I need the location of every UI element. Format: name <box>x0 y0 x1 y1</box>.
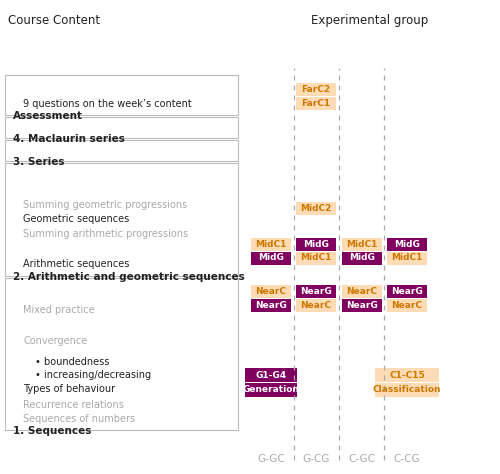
Text: Geometric sequences: Geometric sequences <box>23 214 129 224</box>
Bar <box>251 299 291 311</box>
Text: MidC2: MidC2 <box>300 203 332 212</box>
Text: Experimental group: Experimental group <box>312 14 428 27</box>
Bar <box>245 368 297 382</box>
Bar <box>251 284 291 298</box>
Text: FarC1: FarC1 <box>302 99 330 108</box>
Bar <box>296 299 336 311</box>
Text: G-GC: G-GC <box>257 454 285 464</box>
Bar <box>342 299 382 311</box>
Text: MidC1: MidC1 <box>346 239 378 248</box>
Bar <box>375 368 439 382</box>
Bar <box>296 252 336 264</box>
Text: C1-C15: C1-C15 <box>389 371 425 380</box>
Text: • increasing/decreasing: • increasing/decreasing <box>35 370 151 380</box>
Text: Convergence: Convergence <box>23 336 88 346</box>
Bar <box>5 117 238 138</box>
Text: 2. Arithmetic and geometric sequences: 2. Arithmetic and geometric sequences <box>13 272 245 282</box>
Text: Summing arithmetic progressions: Summing arithmetic progressions <box>23 229 188 239</box>
Text: G-CG: G-CG <box>302 454 330 464</box>
Text: NearG: NearG <box>255 301 287 310</box>
Text: NearC: NearC <box>300 301 332 310</box>
Text: MidC1: MidC1 <box>392 254 422 263</box>
Text: NearG: NearG <box>391 286 423 295</box>
Text: MidG: MidG <box>258 254 284 263</box>
Bar <box>296 201 336 215</box>
Bar <box>5 278 238 430</box>
Text: C-CG: C-CG <box>394 454 420 464</box>
Text: NearG: NearG <box>300 286 332 295</box>
Text: Assessment: Assessment <box>13 111 83 121</box>
Text: NearC: NearC <box>346 286 378 295</box>
Bar <box>387 237 427 250</box>
Text: MidG: MidG <box>394 239 420 248</box>
Bar <box>296 82 336 95</box>
Text: Recurrence relations: Recurrence relations <box>23 400 124 410</box>
Text: NearG: NearG <box>346 301 378 310</box>
Text: MidC1: MidC1 <box>256 239 286 248</box>
Bar <box>5 140 238 161</box>
Text: G1-G4: G1-G4 <box>256 371 286 380</box>
Bar <box>296 97 336 109</box>
Bar <box>387 252 427 264</box>
Bar <box>342 284 382 298</box>
Text: C-GC: C-GC <box>348 454 376 464</box>
Bar <box>5 163 238 276</box>
Text: • boundedness: • boundedness <box>35 357 110 367</box>
Text: Generation: Generation <box>242 385 300 394</box>
Bar <box>387 299 427 311</box>
Text: Sequences of numbers: Sequences of numbers <box>23 414 135 424</box>
Text: 4. Maclaurin series: 4. Maclaurin series <box>13 134 125 144</box>
Text: Course Content: Course Content <box>8 14 100 27</box>
Text: 1. Sequences: 1. Sequences <box>13 426 92 436</box>
Text: Summing geometric progressions: Summing geometric progressions <box>23 200 187 210</box>
Text: MidC1: MidC1 <box>300 254 332 263</box>
Bar <box>342 237 382 250</box>
Bar <box>342 252 382 264</box>
Bar <box>387 284 427 298</box>
Bar <box>296 284 336 298</box>
Bar <box>296 237 336 250</box>
Bar <box>5 75 238 115</box>
Bar <box>251 252 291 264</box>
Bar <box>245 383 297 397</box>
Text: NearC: NearC <box>256 286 286 295</box>
Text: NearC: NearC <box>392 301 422 310</box>
Text: 3. Series: 3. Series <box>13 157 64 167</box>
Text: Mixed practice: Mixed practice <box>23 305 95 315</box>
Text: FarC2: FarC2 <box>302 84 330 93</box>
Text: MidG: MidG <box>303 239 329 248</box>
Text: Types of behaviour: Types of behaviour <box>23 384 115 394</box>
Bar <box>251 237 291 250</box>
Text: Arithmetic sequences: Arithmetic sequences <box>23 259 130 269</box>
Text: 9 questions on the week’s content: 9 questions on the week’s content <box>23 99 192 109</box>
Bar <box>375 383 439 397</box>
Text: MidG: MidG <box>349 254 375 263</box>
Text: Classification: Classification <box>373 385 442 394</box>
